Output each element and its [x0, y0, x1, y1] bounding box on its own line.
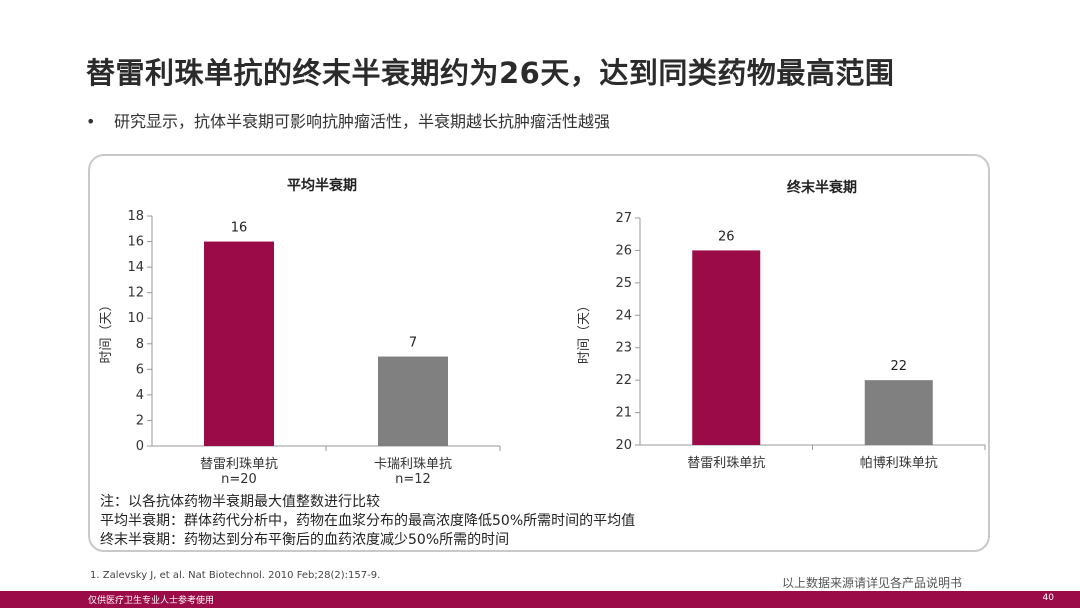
y-tick-label: 6 [136, 362, 144, 377]
y-tick-label: 26 [615, 243, 632, 258]
notes: 注：以各抗体药物半衰期最大值整数进行比较 平均半衰期：群体药代分析中，药物在血浆… [100, 493, 635, 550]
y-axis-label: 时间（天） [99, 298, 114, 363]
bar-1 [204, 241, 274, 446]
category-label: 帕博利珠单抗 [860, 456, 938, 471]
note-line-2: 平均半衰期：群体药代分析中，药物在血浆分布的最高浓度降低50%所需时间的平均值 [100, 513, 636, 529]
disclaimer-text: 仅供医疗卫生专业人士参考使用 [88, 596, 215, 606]
category-label: 替雷利珠单抗 [200, 457, 278, 472]
y-tick-label: 23 [615, 341, 632, 356]
category-sample-size: n=12 [395, 472, 431, 487]
bar-2 [864, 380, 933, 445]
bar-value-label: 16 [231, 221, 248, 236]
y-tick-label: 20 [615, 438, 632, 453]
chart-panel [88, 154, 990, 552]
y-tick-label: 18 [127, 209, 144, 224]
y-tick-label: 25 [615, 276, 632, 291]
y-tick-label: 2 [136, 413, 144, 428]
bullet-point: • 研究显示，抗体半衰期可影响抗肿瘤活性，半衰期越长抗肿瘤活性越强 [86, 108, 610, 132]
y-tick-label: 27 [615, 211, 632, 226]
category-label: 替雷利珠单抗 [687, 456, 765, 471]
bar-value-label: 22 [890, 359, 907, 374]
bar-1 [692, 250, 761, 445]
note-line-3: 终末半衰期：药物达到分布平衡后的血药浓度减少50%所需的时间 [100, 532, 510, 548]
y-tick-label: 21 [615, 406, 632, 421]
reference-footnote: 1. Zalevsky J, et al. Nat Biotechnol. 20… [90, 570, 381, 581]
y-tick-label: 16 [127, 235, 144, 250]
chart-title: 终末半衰期 [787, 179, 857, 196]
y-tick-label: 12 [127, 286, 144, 301]
bullet-text: 研究显示，抗体半衰期可影响抗肿瘤活性，半衰期越长抗肿瘤活性越强 [114, 112, 611, 131]
y-tick-label: 8 [136, 337, 144, 352]
bar-value-label: 26 [718, 229, 735, 244]
y-tick-label: 0 [136, 439, 144, 454]
source-note: 以上数据来源请详见各产品说明书 [782, 576, 963, 590]
y-tick-label: 14 [127, 260, 144, 275]
y-tick-label: 22 [615, 373, 632, 388]
y-tick-label: 10 [127, 311, 144, 326]
bar-value-label: 7 [409, 336, 417, 351]
note-line-1: 注：以各抗体药物半衰期最大值整数进行比较 [100, 494, 380, 510]
page-title: 替雷利珠单抗的终末半衰期约为26天，达到同类药物最高范围 [86, 56, 895, 90]
y-tick-label: 4 [136, 388, 144, 403]
page-number: 40 [1042, 593, 1054, 603]
chart-title: 平均半衰期 [287, 177, 357, 194]
y-tick-label: 24 [615, 308, 632, 323]
y-axis-label: 时间（天） [577, 299, 592, 364]
category-sample-size: n=20 [221, 472, 257, 487]
bar-2 [378, 356, 448, 446]
category-label: 卡瑞利珠单抗 [374, 457, 452, 472]
bottom-bar: 仅供医疗卫生专业人士参考使用 40 [0, 591, 1080, 608]
bullet-symbol: • [86, 112, 96, 131]
